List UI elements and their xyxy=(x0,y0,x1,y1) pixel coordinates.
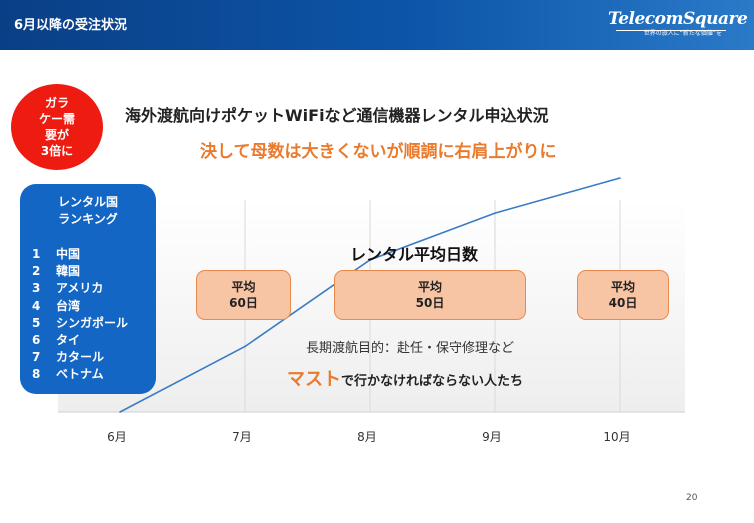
average-box-aug-sep: 平均 50日 xyxy=(334,270,526,320)
long-stay-note: 長期渡航目的：赴任・保守修理など xyxy=(306,341,515,356)
ranking-item: 7 カタール xyxy=(32,349,128,366)
logo-tagline: 世界の旅人に“新たな価値”を xyxy=(643,30,722,37)
data-point xyxy=(119,411,121,413)
chart-x-ticks: 6月 7月 8月 9月 10月 xyxy=(107,430,630,444)
chart-heading: 海外渡航向けポケットWiFiなど通信機器レンタル申込状況 xyxy=(125,106,549,125)
average-box-label: 平均 xyxy=(231,280,256,294)
ranking-item: 1 中国 xyxy=(32,246,128,263)
chart-series xyxy=(119,177,621,413)
ranking-number: 4 xyxy=(32,298,41,313)
ranking-country: タイ xyxy=(56,333,81,348)
ranking-item: 2 韓国 xyxy=(32,263,128,280)
ranking-number: 6 xyxy=(32,333,41,348)
average-box-value: 40日 xyxy=(608,296,638,310)
average-box-label: 平均 xyxy=(610,280,635,294)
header-bar: 6月以降の受注状況 TelecomSquare 世界の旅人に“新たな価値”を xyxy=(0,0,754,50)
average-box-june-july: 平均 60日 xyxy=(196,270,291,320)
ranking-number: 5 xyxy=(32,315,41,330)
demand-badge-text: ガラ ケー需 要が 3倍に xyxy=(38,96,75,158)
ranking-item: 3 アメリカ xyxy=(32,280,128,297)
ranking-number: 3 xyxy=(32,281,41,296)
x-tick-label: 10月 xyxy=(603,430,630,444)
logo-wordmark: TelecomSquare xyxy=(608,9,748,29)
ranking-number: 2 xyxy=(32,264,41,279)
ranking-item: 4 台湾 xyxy=(32,298,128,315)
average-days-title: レンタル平均日数 xyxy=(350,245,479,264)
ranking-title: レンタル国 ランキング xyxy=(57,195,118,226)
ranking-item: 6 タイ xyxy=(32,332,128,349)
ranking-country: ベトナム xyxy=(56,367,104,382)
x-tick-label: 7月 xyxy=(232,430,252,444)
slide-title: 6月以降の受注状況 xyxy=(14,18,128,33)
ranking-country: アメリカ xyxy=(56,281,104,296)
ranking-list: 1 中国 2 韓国 3 アメリカ 4 台湾 5 シンガポール 6 タイ 7 カタール 8 ベトナ… xyxy=(32,246,128,384)
ranking-country: 中国 xyxy=(56,247,81,261)
ranking-item: 8 ベトナム xyxy=(32,366,128,383)
average-box-value: 60日 xyxy=(229,296,258,310)
average-box-october: 平均 40日 xyxy=(577,270,669,320)
demand-badge: ガラ ケー需 要が 3倍に xyxy=(11,84,103,170)
must-travel-caption: マストで行かなければならない人たち xyxy=(287,365,523,391)
ranking-item: 5 シンガポール xyxy=(32,315,128,332)
logo-underline xyxy=(616,30,726,31)
average-box-label: 平均 xyxy=(417,280,442,294)
ranking-country: 台湾 xyxy=(56,298,81,313)
ranking-country: シンガポール xyxy=(56,315,129,330)
data-point xyxy=(369,259,371,261)
must-highlight: マスト xyxy=(287,369,341,390)
company-logo: TelecomSquare 世界の旅人に“新たな価値”を xyxy=(608,9,748,43)
x-tick-label: 9月 xyxy=(482,430,502,444)
page-number: 20 xyxy=(686,493,698,503)
average-box-value: 50日 xyxy=(415,296,445,310)
data-point xyxy=(494,212,496,214)
x-tick-label: 6月 xyxy=(107,430,127,444)
ranking-number: 7 xyxy=(32,350,41,365)
ranking-number: 1 xyxy=(32,247,41,261)
ranking-country: 韓国 xyxy=(56,264,81,279)
x-tick-label: 8月 xyxy=(357,430,377,444)
ranking-country: カタール xyxy=(56,350,105,365)
data-point xyxy=(619,177,621,179)
must-rest-text: で行かなければならない人たち xyxy=(341,374,524,389)
data-point xyxy=(244,345,246,348)
ranking-number: 8 xyxy=(32,367,41,382)
chart-subheading: 決して母数は大きくないが順調に右肩上がりに xyxy=(200,142,557,162)
